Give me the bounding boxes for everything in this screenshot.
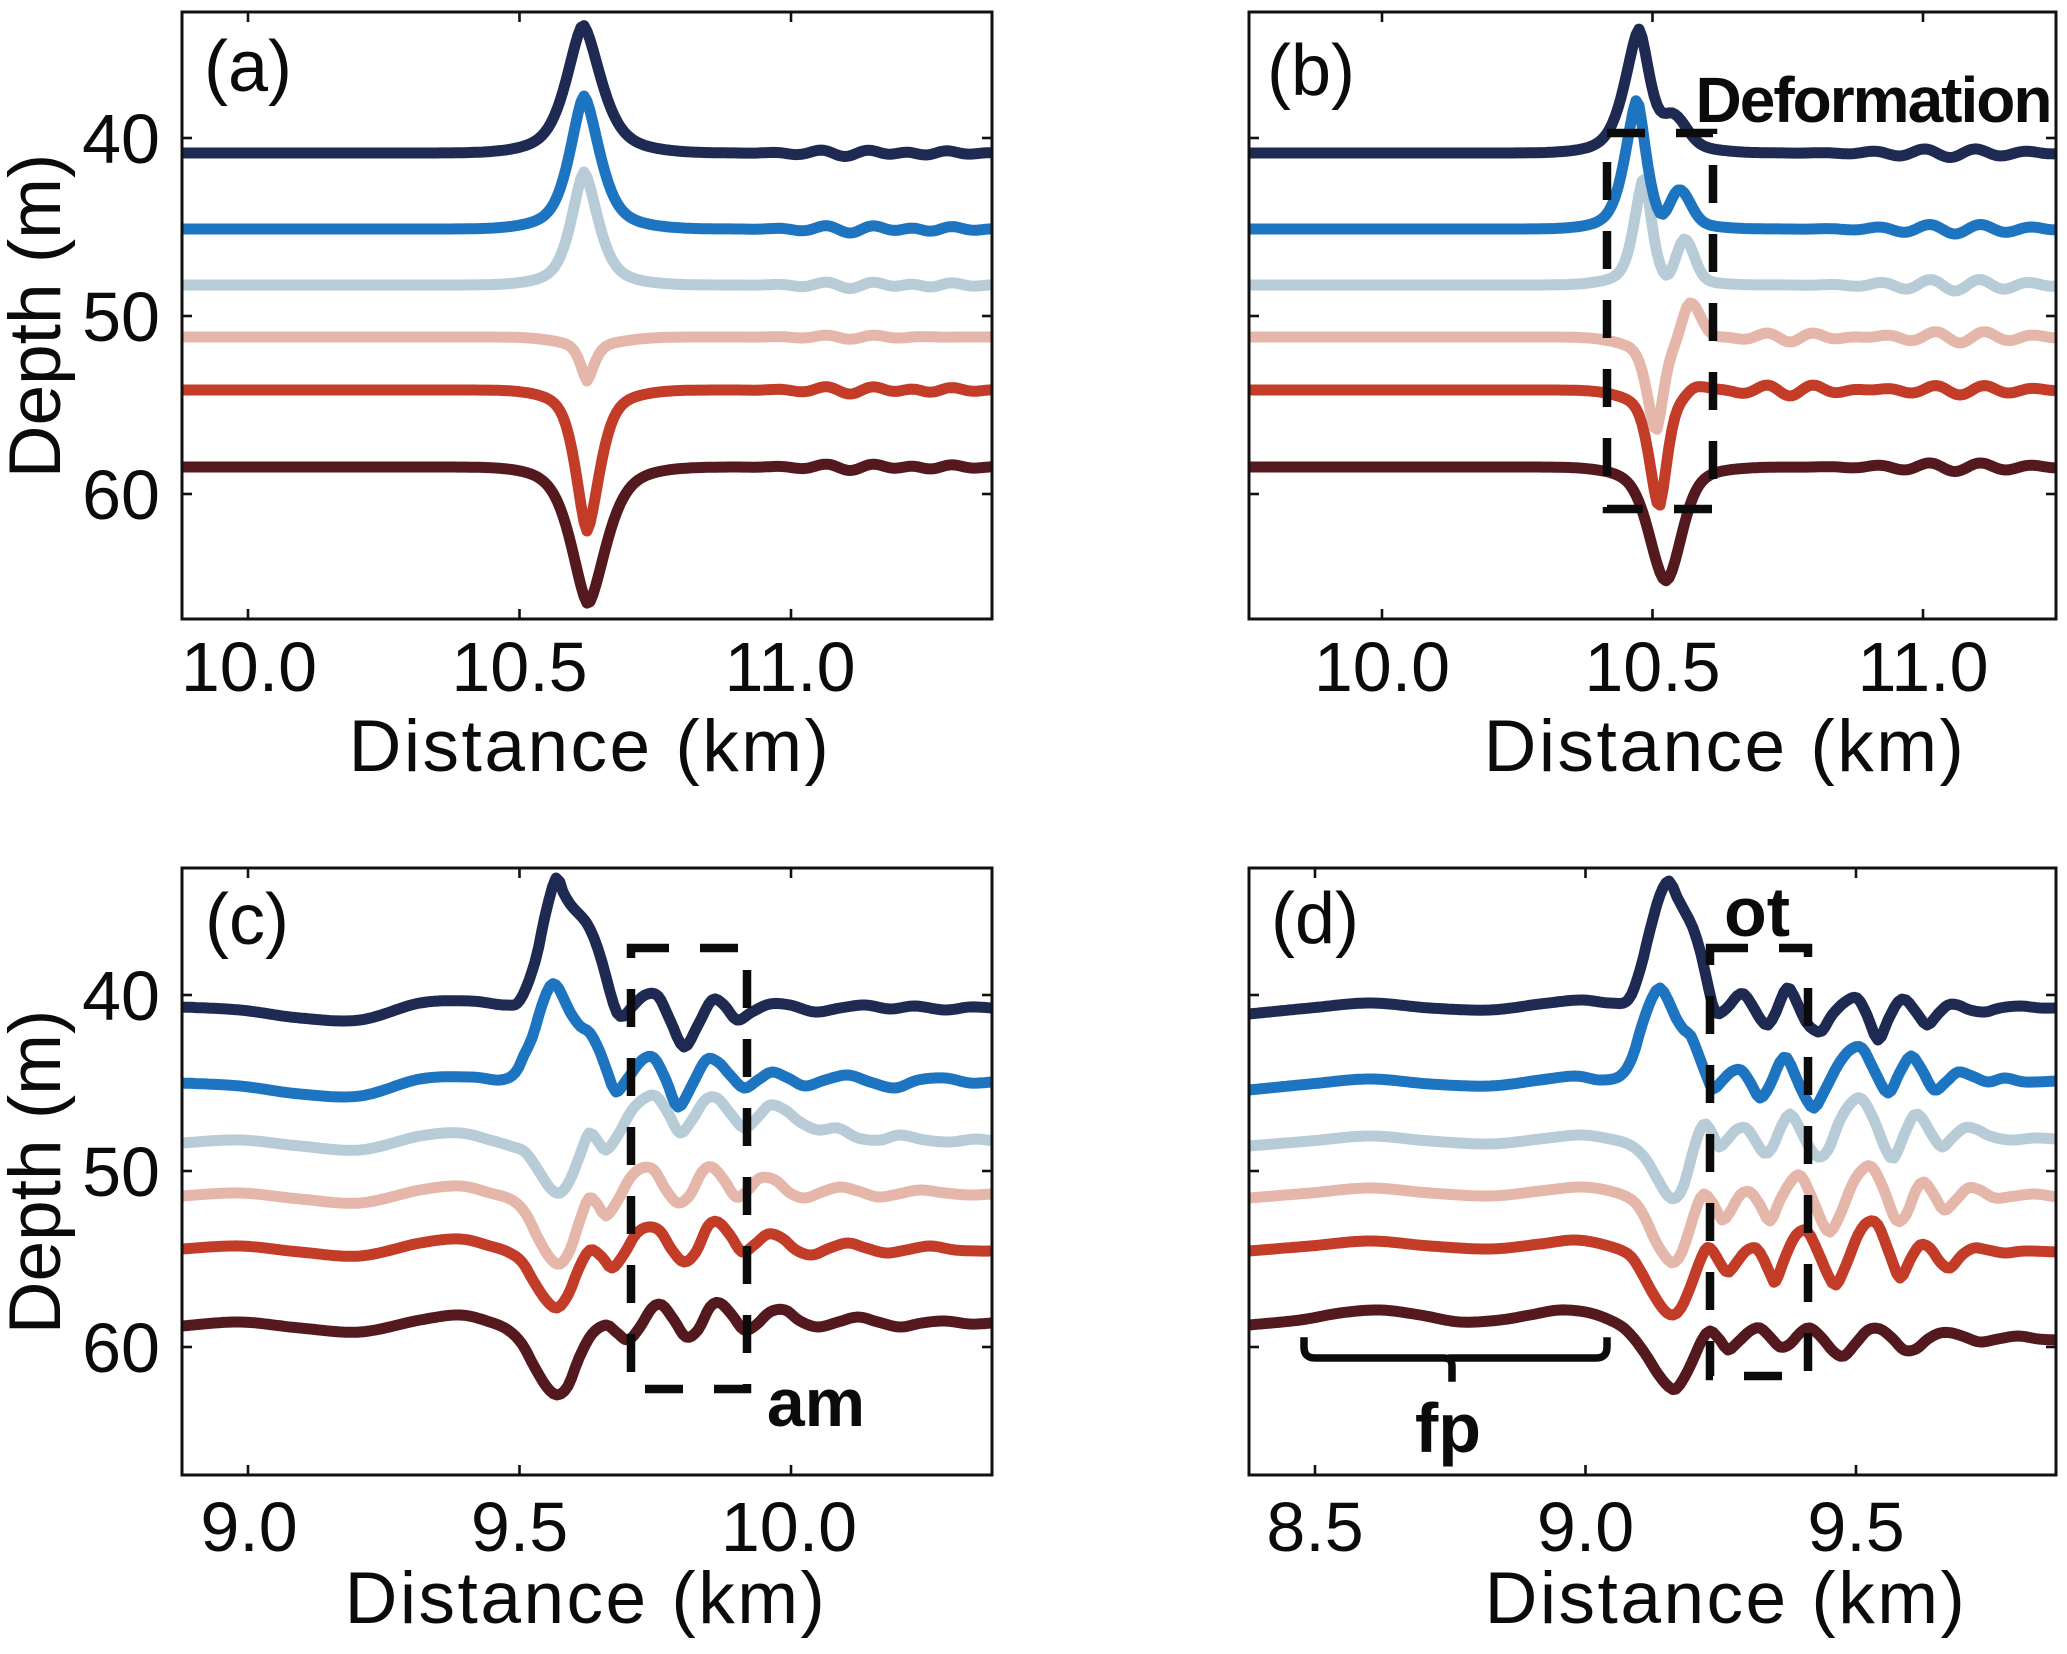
svg-text:60: 60 <box>82 1309 160 1387</box>
svg-text:9.0: 9.0 <box>1537 1488 1634 1566</box>
svg-text:10.0: 10.0 <box>1314 628 1450 706</box>
svg-text:(c): (c) <box>205 880 289 960</box>
svg-text:11.0: 11.0 <box>1857 628 1988 706</box>
svg-text:9.5: 9.5 <box>471 1488 568 1566</box>
svg-text:10.5: 10.5 <box>451 628 587 706</box>
svg-text:10.5: 10.5 <box>1584 628 1720 706</box>
svg-text:ot: ot <box>1724 873 1790 951</box>
svg-text:(b): (b) <box>1267 31 1355 111</box>
svg-text:40: 40 <box>82 957 160 1035</box>
svg-text:Distance (km): Distance (km) <box>349 706 832 787</box>
svg-text:60: 60 <box>82 456 160 534</box>
svg-text:9.0: 9.0 <box>200 1488 297 1566</box>
svg-text:11.0: 11.0 <box>724 628 855 706</box>
svg-text:Depth (m): Depth (m) <box>0 154 76 479</box>
svg-text:Distance (km): Distance (km) <box>1484 706 1967 787</box>
svg-text:50: 50 <box>82 1133 160 1211</box>
svg-text:Deformation: Deformation <box>1696 64 2051 136</box>
svg-text:Distance (km): Distance (km) <box>1485 1558 1968 1639</box>
svg-text:9.5: 9.5 <box>1807 1488 1904 1566</box>
svg-text:40: 40 <box>82 100 160 178</box>
svg-text:10.0: 10.0 <box>721 1488 857 1566</box>
svg-text:Distance (km): Distance (km) <box>345 1558 828 1639</box>
svg-text:Depth (m): Depth (m) <box>0 1010 76 1335</box>
svg-text:10.0: 10.0 <box>181 628 317 706</box>
svg-text:50: 50 <box>82 278 160 356</box>
svg-text:(a): (a) <box>204 27 292 107</box>
svg-text:fp: fp <box>1415 1389 1481 1467</box>
svg-text:(d): (d) <box>1271 879 1359 959</box>
svg-text:am: am <box>767 1365 865 1441</box>
svg-text:8.5: 8.5 <box>1266 1488 1363 1566</box>
